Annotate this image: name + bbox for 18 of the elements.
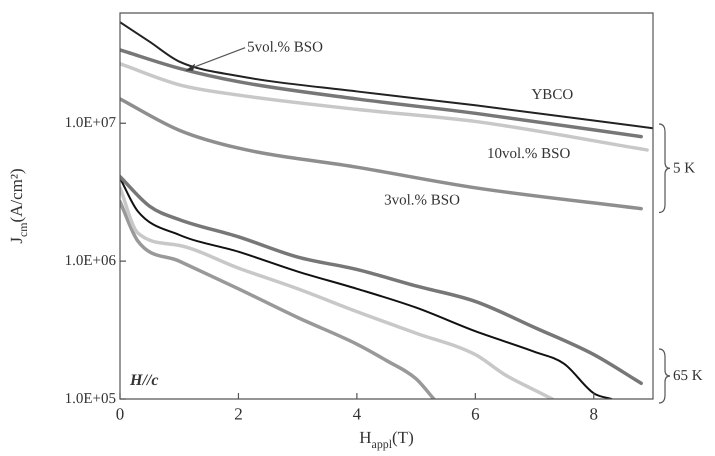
text: 5 K	[673, 160, 696, 176]
text: 65 K	[673, 368, 703, 384]
x-tick-label: 8	[590, 404, 598, 424]
y-tick-label: 1.0E+07	[64, 115, 116, 132]
annotation: H//c	[129, 372, 158, 389]
y-tick-label: 1.0E+05	[64, 390, 116, 407]
x-tick-label: 4	[352, 404, 362, 424]
series-label: 5vol.% BSO	[247, 40, 324, 56]
series-label: 10vol.% BSO	[486, 146, 570, 162]
series-label: 3vol.% BSO	[384, 192, 460, 208]
y-axis-title: Jcm(A/cm²)	[7, 168, 30, 244]
x-tick-label: 0	[116, 404, 124, 424]
x-tick-label: 2	[234, 404, 243, 424]
line-series	[120, 186, 554, 399]
x-tick-label: 6	[471, 404, 480, 424]
series-label: YBCO	[531, 87, 574, 104]
line-series	[120, 21, 653, 130]
y-tick-label: 1.0E+06	[64, 253, 116, 270]
